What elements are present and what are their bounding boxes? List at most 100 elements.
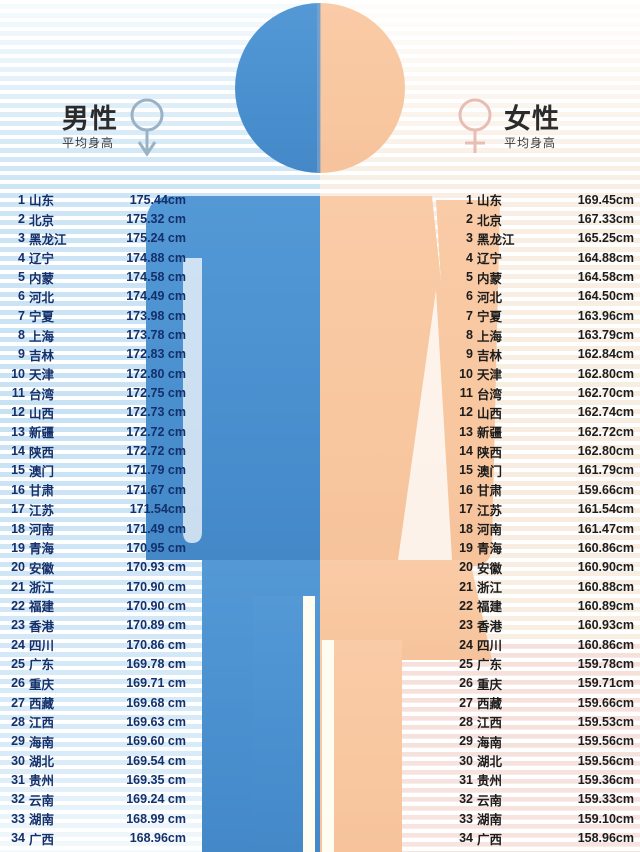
table-row: 6 河北 174.49 cm — [8, 287, 186, 306]
table-row: 24 四川 170.86 cm — [8, 635, 186, 654]
table-row: 5 内蒙 164.58cm — [456, 267, 634, 286]
rank-number: 4 — [18, 250, 25, 265]
height-value: 160.90cm — [577, 560, 634, 575]
table-row: 3 黑龙江 165.25cm — [456, 229, 634, 248]
rank-number: 21 — [11, 579, 25, 594]
province-name: 上海 — [29, 329, 55, 344]
rank-number: 20 — [11, 560, 25, 575]
height-value: 172.73 cm — [126, 405, 186, 420]
height-value: 170.86 cm — [126, 637, 186, 652]
height-value: 174.58 cm — [126, 270, 186, 285]
province-name: 重庆 — [29, 677, 55, 692]
height-value: 174.49 cm — [126, 289, 186, 304]
female-header: 女性 平均身高 — [452, 96, 560, 158]
province-name: 台湾 — [477, 387, 503, 402]
province-name: 辽宁 — [29, 252, 55, 267]
province-name: 浙江 — [29, 581, 55, 596]
height-value: 161.54cm — [577, 502, 634, 517]
male-header-text: 男性 平均身高 — [62, 103, 118, 149]
province-name: 海南 — [29, 735, 55, 750]
rank-number: 15 — [459, 463, 473, 478]
rank-number: 8 — [18, 328, 25, 343]
table-row: 4 辽宁 164.88cm — [456, 248, 634, 267]
height-value: 172.75 cm — [126, 386, 186, 401]
province-name: 河南 — [477, 523, 503, 538]
table-row: 23 香港 160.93cm — [456, 616, 634, 635]
rank-number: 2 — [18, 212, 25, 227]
rank-number: 28 — [459, 714, 473, 729]
height-value: 160.86cm — [577, 637, 634, 652]
female-title: 女性 — [504, 103, 560, 134]
province-name: 浙江 — [477, 581, 503, 596]
rank-number: 3 — [466, 231, 473, 246]
province-name: 广西 — [29, 832, 55, 847]
rank-number: 32 — [459, 792, 473, 807]
rank-number: 16 — [459, 482, 473, 497]
table-row: 32 云南 159.33cm — [456, 790, 634, 809]
table-row: 31 贵州 159.36cm — [456, 770, 634, 789]
province-name: 台湾 — [29, 387, 55, 402]
table-row: 29 海南 169.60 cm — [8, 732, 186, 751]
province-name: 吉林 — [29, 348, 55, 363]
venus-symbol-icon — [458, 98, 492, 153]
rank-number: 30 — [11, 753, 25, 768]
height-value: 170.93 cm — [126, 560, 186, 575]
rank-number: 10 — [459, 366, 473, 381]
table-row: 25 广东 169.78 cm — [8, 654, 186, 673]
table-row: 33 湖南 159.10cm — [456, 809, 634, 828]
head-circle — [235, 3, 405, 173]
height-value: 169.71 cm — [126, 676, 186, 691]
province-name: 甘肃 — [477, 484, 503, 499]
rank-number: 17 — [11, 502, 25, 517]
male-body-half — [146, 196, 320, 852]
height-value: 163.96cm — [577, 308, 634, 323]
rank-number: 7 — [466, 308, 473, 323]
province-name: 重庆 — [477, 677, 503, 692]
province-name: 江苏 — [29, 503, 55, 518]
province-name: 香港 — [477, 619, 503, 634]
rank-number: 13 — [459, 424, 473, 439]
height-value: 172.80 cm — [126, 366, 186, 381]
table-row: 30 湖北 159.56cm — [456, 751, 634, 770]
rank-number: 16 — [11, 482, 25, 497]
height-value: 161.79cm — [577, 463, 634, 478]
male-title: 男性 — [62, 103, 118, 134]
height-value: 162.74cm — [577, 405, 634, 420]
rank-number: 8 — [466, 328, 473, 343]
table-row: 15 澳门 161.79cm — [456, 461, 634, 480]
province-name: 宁夏 — [29, 310, 55, 325]
rank-number: 32 — [11, 792, 25, 807]
table-row: 3 黑龙江 175.24 cm — [8, 229, 186, 248]
province-name: 天津 — [477, 368, 503, 383]
height-value: 159.66cm — [577, 482, 634, 497]
height-value: 164.88cm — [577, 250, 634, 265]
province-name: 湖南 — [29, 813, 55, 828]
province-name: 吉林 — [477, 348, 503, 363]
province-name: 山东 — [477, 194, 503, 209]
rank-number: 12 — [459, 405, 473, 420]
table-row: 5 内蒙 174.58 cm — [8, 267, 186, 286]
rank-number: 22 — [459, 598, 473, 613]
province-name: 山东 — [29, 194, 55, 209]
height-value: 172.72 cm — [126, 424, 186, 439]
table-row: 7 宁夏 173.98 cm — [8, 306, 186, 325]
height-value: 169.45cm — [577, 192, 634, 207]
rank-number: 31 — [11, 772, 25, 787]
rank-number: 17 — [459, 502, 473, 517]
rank-number: 27 — [459, 695, 473, 710]
rank-number: 30 — [459, 753, 473, 768]
province-name: 湖北 — [29, 755, 55, 770]
rank-number: 1 — [466, 192, 473, 207]
table-row: 20 安徽 170.93 cm — [8, 558, 186, 577]
rank-number: 9 — [466, 347, 473, 362]
table-row: 26 重庆 169.71 cm — [8, 674, 186, 693]
table-row: 27 西藏 159.66cm — [456, 693, 634, 712]
rank-number: 18 — [11, 521, 25, 536]
female-header-text: 女性 平均身高 — [504, 103, 560, 149]
table-row: 13 新疆 162.72cm — [456, 422, 634, 441]
table-row: 26 重庆 159.71cm — [456, 674, 634, 693]
rank-number: 6 — [466, 289, 473, 304]
height-value: 173.98 cm — [126, 308, 186, 323]
rank-number: 15 — [11, 463, 25, 478]
